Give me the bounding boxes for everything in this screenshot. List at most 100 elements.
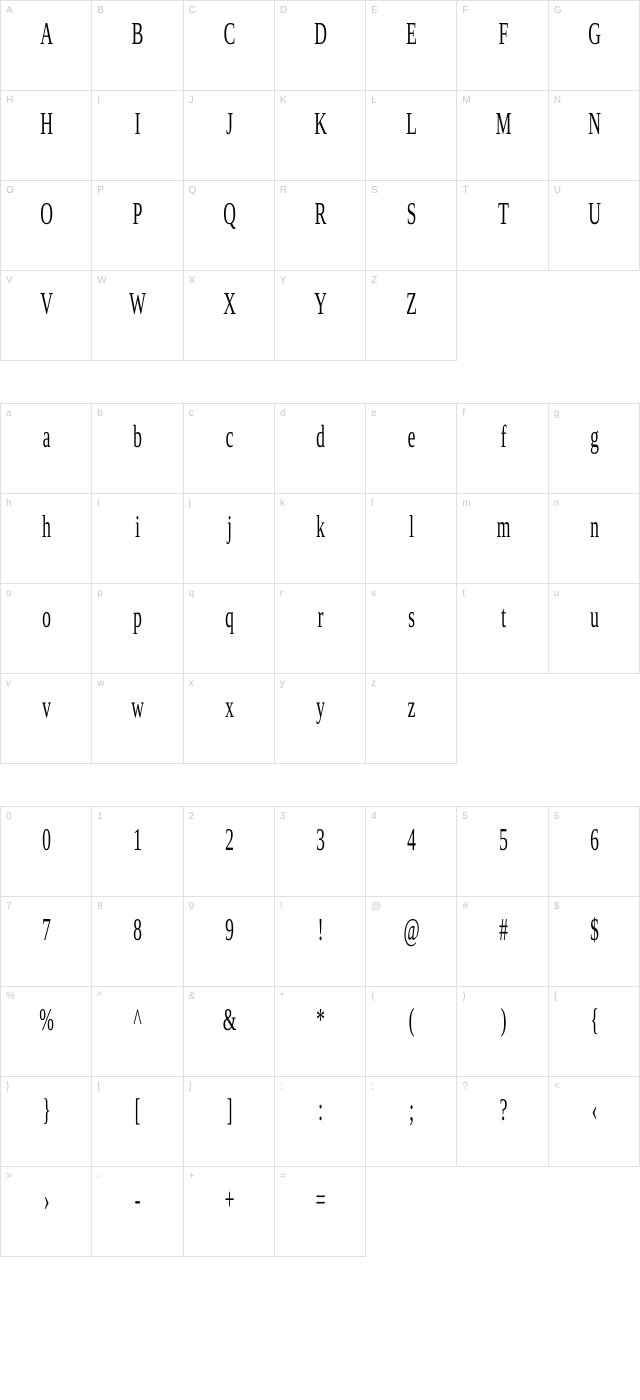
glyph-cell: ## [457,897,548,987]
glyph-label: 5 [462,811,468,822]
glyph-label: # [462,901,468,912]
glyph-cell: ]] [184,1077,275,1167]
glyph-label: E [371,5,378,16]
glyph-cell: ** [275,987,366,1077]
glyph-display: = [316,1181,325,1218]
glyph-cell: 00 [1,807,92,897]
glyph-cell: TT [457,181,548,271]
glyph-label: I [97,95,100,106]
glyph-cell: && [184,987,275,1077]
glyph-label: r [280,588,283,599]
glyph-display: E [406,15,416,52]
glyph-display: 7 [42,911,50,948]
glyph-display: 4 [407,821,415,858]
glyph-label: L [371,95,377,106]
glyph-label: } [6,1081,9,1092]
glyph-cell: EE [366,1,457,91]
glyph-display: z [408,688,415,725]
glyph-cell: aa [1,404,92,494]
empty-cell [366,1167,457,1256]
glyph-label: h [6,498,12,509]
glyph-cell: %% [1,987,92,1077]
glyph-display: › [44,1181,49,1218]
glyph-display: f [500,418,505,455]
glyph-display: ? [499,1091,506,1128]
glyph-cell: qq [184,584,275,674]
glyph-cell: CC [184,1,275,91]
glyph-cell: JJ [184,91,275,181]
glyph-display: } [42,1091,49,1128]
glyph-cell: rr [275,584,366,674]
character-map-root: AABBCCDDEEFFGGHHIIJJKKLLMMNNOOPPQQRRSSTT… [0,0,640,1257]
glyph-display: ) [500,1001,505,1038]
glyph-display: $ [590,911,598,948]
glyph-label: > [6,1171,12,1182]
glyph-label: f [462,408,465,419]
glyph-display: t [501,598,505,635]
glyph-display: % [39,1001,53,1038]
glyph-label: < [554,1081,560,1092]
glyph-label: g [554,408,560,419]
glyph-cell: NN [549,91,640,181]
glyph-cell: {{ [549,987,640,1077]
glyph-cell: @@ [366,897,457,987]
glyph-display: A [40,15,52,52]
glyph-label: 1 [97,811,103,822]
glyph-display: 1 [134,821,142,858]
glyph-display: * [316,1001,324,1038]
glyph-cell: DD [275,1,366,91]
glyph-display: l [409,508,413,545]
glyph-display: m [496,508,509,545]
glyph-cell: ?? [457,1077,548,1167]
glyph-cell: AA [1,1,92,91]
glyph-label: v [6,678,11,689]
empty-cell [549,1167,640,1256]
glyph-display: c [225,418,232,455]
glyph-label: O [6,185,14,196]
glyph-display: 6 [590,821,598,858]
grid-section-lowercase: aabbccddeeffgghhiijjkkllmmnnooppqqrrsstt… [0,403,640,764]
glyph-display: U [588,195,600,232]
glyph-cell: 77 [1,897,92,987]
glyph-cell: 22 [184,807,275,897]
glyph-display: L [406,105,416,142]
glyph-cell: ^^ [92,987,183,1077]
glyph-label: e [371,408,377,419]
glyph-display: o [42,598,50,635]
glyph-display: a [43,418,50,455]
glyph-label: C [189,5,196,16]
glyph-cell: == [275,1167,366,1257]
glyph-label: l [371,498,373,509]
glyph-display: ; [409,1091,413,1128]
glyph-cell: $$ [549,897,640,987]
glyph-cell: jj [184,494,275,584]
glyph-display: h [42,508,50,545]
glyph-cell: HH [1,91,92,181]
glyph-label: 4 [371,811,377,822]
grid-section-symbols: 00112233445566778899!!@@##$$%%^^&&**(())… [0,806,640,1257]
glyph-display: v [42,688,50,725]
glyph-display: - [135,1181,140,1218]
glyph-label: t [462,588,465,599]
glyph-label: m [462,498,470,509]
glyph-cell: II [92,91,183,181]
glyph-cell: SS [366,181,457,271]
glyph-label: c [189,408,194,419]
glyph-cell: mm [457,494,548,584]
glyph-cell: ++ [184,1167,275,1257]
glyph-label: u [554,588,560,599]
glyph-cell: gg [549,404,640,494]
glyph-display: F [498,15,507,52]
glyph-label: o [6,588,12,599]
glyph-cell: zz [366,674,457,764]
glyph-label: G [554,5,562,16]
glyph-label: = [280,1171,286,1182]
glyph-cell: nn [549,494,640,584]
glyph-label: s [371,588,376,599]
glyph-cell: uu [549,584,640,674]
glyph-cell: }} [1,1077,92,1167]
glyph-display: ! [318,911,323,948]
glyph-display: Y [314,285,326,322]
glyph-cell: oo [1,584,92,674]
glyph-display: S [407,195,416,232]
